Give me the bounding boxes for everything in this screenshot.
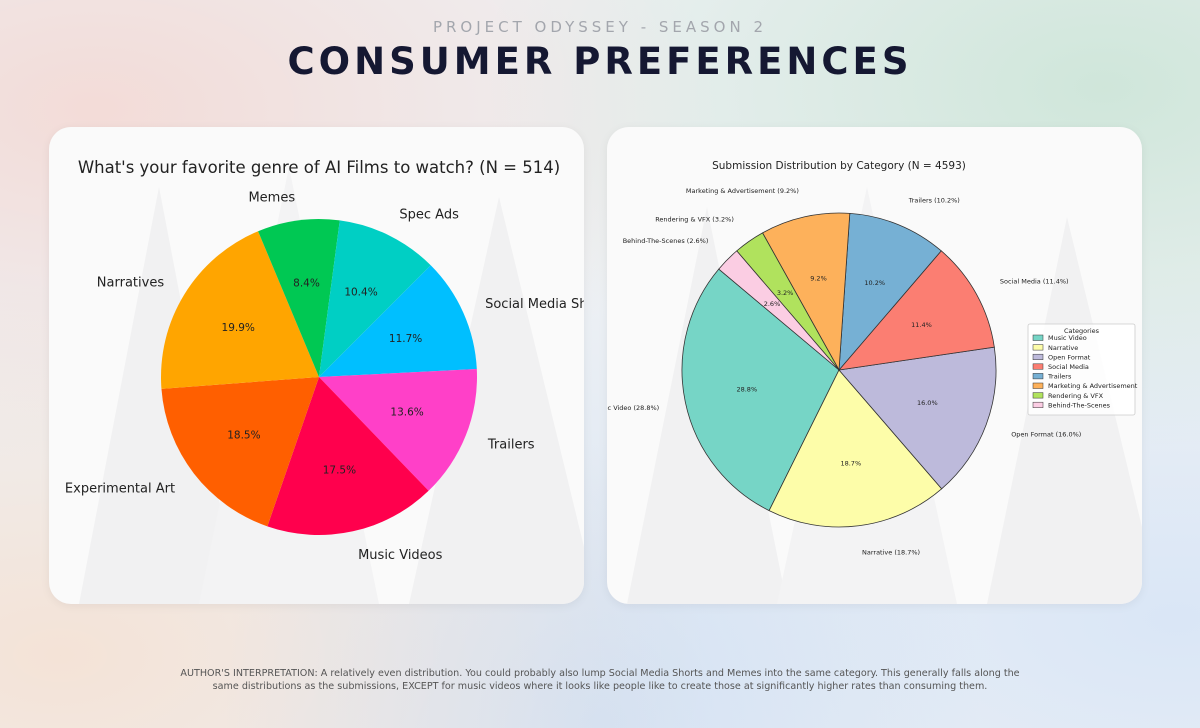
pie-slice-marketing-and-advertisement xyxy=(762,212,851,372)
pie-slice-narrative xyxy=(768,369,943,528)
pie-category-label: Open Format (16.0%) xyxy=(1011,430,1081,438)
submission-distribution-card: Submission Distribution by Category (N =… xyxy=(607,127,1142,604)
pie-slice-trailers xyxy=(838,212,942,372)
pie-category-label: Marketing & Advertisement (9.2%) xyxy=(686,187,799,195)
pie-slice-social-media xyxy=(837,250,995,371)
pie-category-label: Memes xyxy=(248,190,295,205)
pie-slice-behind-the-scenes xyxy=(718,250,840,371)
pie-percent-label: 28.8% xyxy=(736,386,757,394)
legend-entry-social-media: Social Media xyxy=(1048,363,1089,371)
pie-category-label: Trailers xyxy=(487,437,535,452)
pie-percent-label: 11.7% xyxy=(389,333,422,345)
pie-slice-trailers xyxy=(319,369,477,491)
legend-entry-trailers: Trailers xyxy=(1047,373,1072,381)
legend-title: Categories xyxy=(1064,327,1100,335)
pie-percent-label: 19.9% xyxy=(222,322,255,334)
pie-percent-label: 2.6% xyxy=(764,300,781,308)
pie-percent-label: 8.4% xyxy=(293,278,320,290)
chart-title: Submission Distribution by Category (N =… xyxy=(712,160,966,172)
legend-swatch-music-video xyxy=(1032,334,1044,341)
legend-swatch-narrative xyxy=(1032,344,1044,351)
pie-category-label: Rendering & VFX (3.2%) xyxy=(655,216,734,224)
pie-slice-experimental-art xyxy=(161,377,319,527)
pie-percent-label: 16.0% xyxy=(917,399,938,407)
legend-entry-music-video: Music Video xyxy=(1048,334,1087,342)
pie-category-label: Narratives xyxy=(97,276,165,291)
pie-percent-label: 13.6% xyxy=(390,407,423,419)
legend-entry-narrative: Narrative xyxy=(1048,344,1078,352)
pie-category-label: Music Video (28.8%) xyxy=(607,404,659,412)
pie-category-label: Social Media Shorts xyxy=(485,297,584,312)
pie-percent-label: 17.5% xyxy=(323,464,356,476)
authors-interpretation: AUTHOR'S INTERPRETATION: A relatively ev… xyxy=(180,668,1020,692)
pie-category-label: Narrative (18.7%) xyxy=(862,549,920,557)
pie-percent-label: 10.4% xyxy=(344,287,377,299)
pie-slice-memes xyxy=(258,218,340,377)
genre-preference-pie-chart: What's your favorite genre of AI Films t… xyxy=(65,158,584,604)
submission-distribution-pie-chart: Submission Distribution by Category (N =… xyxy=(607,160,1142,604)
pie-percent-label: 18.7% xyxy=(840,460,861,468)
pie-category-label: Social Media (11.4%) xyxy=(1000,278,1069,286)
legend-swatch-social-media xyxy=(1032,363,1044,370)
pie-percent-label: 3.2% xyxy=(777,289,794,297)
legend-swatch-behind-the-scenes xyxy=(1032,401,1044,408)
pie-slice-narratives xyxy=(161,231,319,389)
pie-percent-label: 10.2% xyxy=(864,279,885,287)
legend-entry-open-format: Open Format xyxy=(1048,353,1091,361)
pie-category-label: Trailers (10.2%) xyxy=(908,196,960,204)
legend-entry-behind-the-scenes: Behind-The-Scenes xyxy=(1048,401,1111,409)
legend-entry-marketing-and-advertisement: Marketing & Advertisement xyxy=(1048,382,1138,390)
pie-percent-label: 18.5% xyxy=(227,430,260,442)
pie-slice-spec-ads xyxy=(319,220,431,377)
pie-slice-music-video xyxy=(681,268,840,512)
pie-percent-label: 9.2% xyxy=(810,274,827,282)
genre-preference-card: What's your favorite genre of AI Films t… xyxy=(49,127,584,604)
pie-percent-label: 11.4% xyxy=(911,321,932,329)
legend-swatch-marketing-and-advertisement xyxy=(1032,382,1044,389)
legend-swatch-open-format xyxy=(1032,353,1044,360)
pie-category-label: Music Videos xyxy=(358,548,443,563)
legend-swatch-trailers xyxy=(1032,373,1044,380)
pie-slice-open-format xyxy=(838,346,997,490)
legend-entry-rendering-and-vfx: Rendering & VFX xyxy=(1048,392,1104,400)
pie-category-label: Spec Ads xyxy=(399,208,459,223)
pie-category-label: Experimental Art xyxy=(65,482,175,497)
page-title: CONSUMER PREFERENCES xyxy=(287,40,913,83)
chart-title: What's your favorite genre of AI Films t… xyxy=(78,158,560,177)
legend-swatch-rendering-and-vfx xyxy=(1032,392,1044,399)
pie-category-label: Behind-The-Scenes (2.6%) xyxy=(623,237,709,245)
page-subtitle: PROJECT ODYSSEY - SEASON 2 xyxy=(432,18,768,36)
pie-slice-social-media-shorts xyxy=(319,265,477,377)
pie-slice-music-videos xyxy=(267,377,429,536)
